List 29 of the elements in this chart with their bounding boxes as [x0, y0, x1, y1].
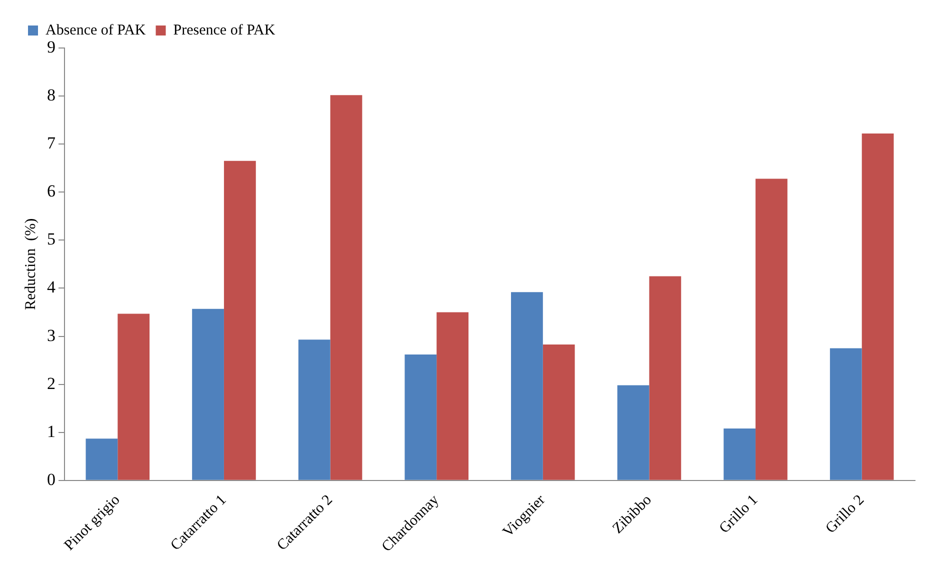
bar	[404, 354, 437, 480]
y-tick-label: 4	[47, 278, 56, 297]
bar	[86, 438, 118, 480]
bar	[617, 385, 650, 480]
bar	[118, 314, 150, 480]
bar	[756, 178, 788, 480]
bar	[436, 312, 468, 480]
legend-label: Presence of PAK	[173, 22, 276, 38]
y-tick-label: 3	[47, 326, 56, 345]
bar	[830, 348, 862, 480]
bar	[724, 428, 756, 480]
y-tick-label: 0	[47, 470, 56, 489]
bar	[862, 134, 894, 480]
y-axis-title: Reduction (%)	[22, 218, 39, 310]
bar	[542, 344, 575, 480]
bar	[511, 292, 543, 480]
bar	[649, 276, 682, 480]
y-tick-label: 2	[47, 374, 56, 393]
y-tick-label: 1	[47, 422, 56, 441]
y-tick-label: 9	[47, 37, 56, 56]
bar	[192, 308, 224, 480]
bar	[330, 95, 362, 480]
y-tick-label: 5	[47, 230, 56, 249]
legend-label: Absence of PAK	[46, 22, 146, 38]
y-tick-label: 8	[47, 86, 56, 105]
y-tick-label: 6	[47, 182, 56, 201]
bar	[224, 160, 256, 480]
y-tick-label: 7	[47, 134, 56, 153]
bar	[298, 340, 330, 480]
